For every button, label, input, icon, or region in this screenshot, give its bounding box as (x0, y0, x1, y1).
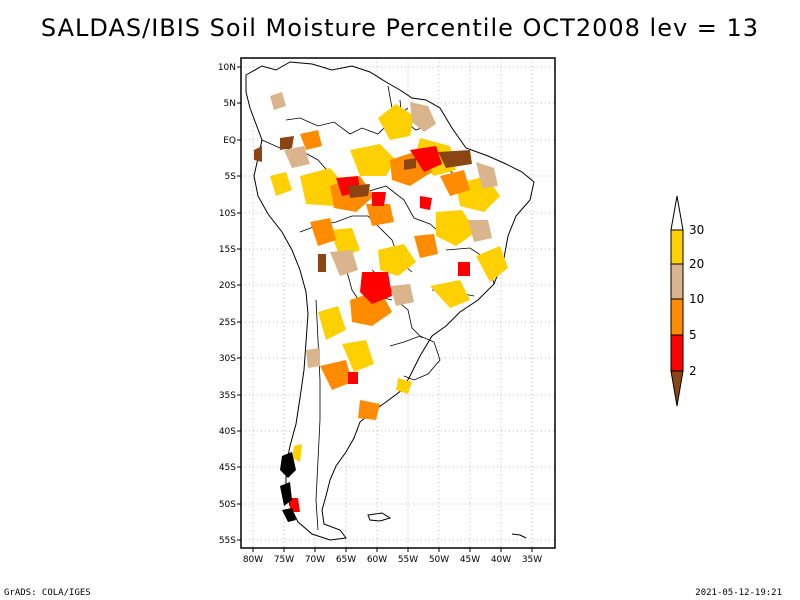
lon-label: 40W (491, 555, 511, 565)
lon-label: 80W (243, 555, 263, 565)
lon-label: 55W (398, 555, 418, 565)
moisture-shading (254, 92, 508, 522)
lon-label: 70W (305, 555, 325, 565)
lat-label: 40S (219, 427, 236, 437)
footer-timestamp: 2021-05-12-19:21 (695, 588, 782, 598)
lat-label: 45S (219, 463, 236, 473)
lat-label: EQ (223, 136, 236, 146)
lat-label: 30S (219, 354, 236, 364)
map-frame (240, 57, 556, 549)
lon-label: 75W (274, 555, 294, 565)
lon-label: 50W (429, 555, 449, 565)
lon-labels: 80W 75W 70W 65W 60W 55W 50W 45W 40W 35W (243, 555, 542, 565)
color-legend (670, 195, 684, 407)
legend-label: 10 (689, 292, 704, 306)
lat-label: 15S (219, 245, 236, 255)
legend-cap-top (670, 195, 684, 231)
lat-label: 10S (219, 209, 236, 219)
lat-label: 55S (219, 536, 236, 546)
lat-label: 5S (225, 172, 237, 182)
legend-label: 2 (689, 364, 697, 378)
lon-label: 35W (522, 555, 542, 565)
legend-label: 20 (689, 257, 704, 271)
legend-label: 5 (689, 328, 697, 342)
tick-marks (237, 66, 533, 552)
lat-label: 5N (224, 99, 236, 109)
legend-swatch (670, 229, 684, 265)
chart-title: SALDAS/IBIS Soil Moisture Percentile OCT… (40, 14, 760, 42)
falkland-islands (367, 512, 392, 522)
lon-label: 45W (460, 555, 480, 565)
lon-label: 65W (336, 555, 356, 565)
south-georgia (511, 533, 527, 539)
legend-swatch (670, 298, 684, 336)
legend-label: 30 (689, 223, 704, 237)
lat-label: 50S (219, 500, 236, 510)
lat-label: 25S (219, 318, 236, 328)
lat-label: 20S (219, 281, 236, 291)
lat-label: 10N (218, 63, 236, 73)
lat-labels: 10N 5N EQ 5S 10S 15S 20S 25S 30S 35S 40S… (218, 63, 236, 546)
legend-cap-bottom (670, 370, 684, 407)
legend-labels: 30 20 10 5 2 (689, 223, 704, 378)
lon-label: 60W (367, 555, 387, 565)
legend-swatch (670, 263, 684, 300)
lat-label: 35S (219, 391, 236, 401)
footer-credit: GrADS: COLA/IGES (4, 588, 91, 598)
legend-swatch (670, 334, 684, 372)
